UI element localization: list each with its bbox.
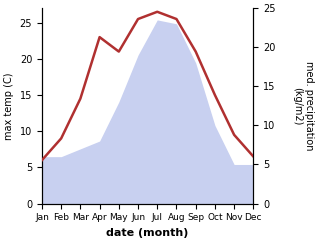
Y-axis label: med. precipitation
(kg/m2): med. precipitation (kg/m2) — [292, 61, 314, 151]
X-axis label: date (month): date (month) — [107, 228, 189, 238]
Y-axis label: max temp (C): max temp (C) — [4, 72, 14, 140]
